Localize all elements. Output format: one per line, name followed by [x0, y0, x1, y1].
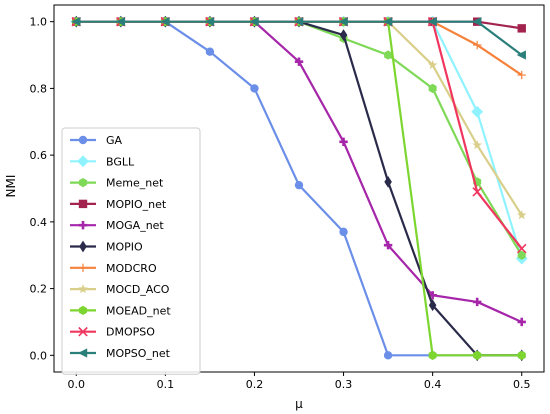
legend-label: Meme_net: [106, 177, 164, 190]
legend-marker: [77, 348, 88, 358]
x-tick-label: 0.2: [246, 378, 264, 391]
data-point: [115, 17, 126, 27]
data-point: [339, 137, 348, 146]
data-point: [160, 17, 170, 27]
x-axis: 0.0 0.1 0.2 0.3 0.4 0.5: [68, 372, 531, 391]
data-point: [339, 29, 348, 41]
legend-marker: [78, 177, 88, 188]
data-point: [517, 317, 526, 327]
legend-item: DMOPSO: [70, 326, 155, 339]
legend-label: MODCRO: [106, 262, 157, 275]
legend-item: Meme_net: [70, 177, 164, 190]
plot-area: [53, 4, 545, 373]
data-point: [384, 175, 392, 188]
data-point: [471, 105, 484, 118]
x-tick-label: 0.0: [68, 378, 86, 391]
legend-marker: [77, 155, 89, 168]
legend-label: MOPIO: [106, 241, 143, 254]
legend-item: MOGA_net: [70, 219, 164, 232]
plot-frame: [53, 4, 545, 373]
x-tick-label: 0.5: [513, 378, 531, 391]
data-point: [517, 70, 526, 80]
data-point: [383, 241, 393, 250]
legend-item: MOCD_ACO: [70, 283, 170, 296]
data-point: [473, 350, 482, 360]
y-tick-label: 0.0: [30, 349, 48, 362]
data-point: [293, 17, 304, 27]
data-point: [249, 17, 259, 27]
data-point: [427, 60, 438, 70]
x-tick-label: 0.3: [335, 378, 353, 391]
legend-box: [61, 127, 201, 375]
x-axis-label: μ: [295, 397, 303, 411]
y-axis-label: NMI: [4, 175, 18, 198]
legend-marker: [78, 263, 88, 272]
y-tick-label: 0.8: [30, 82, 48, 95]
legend-marker: [78, 284, 88, 294]
series-mopso-net: [71, 17, 526, 60]
data-point: [517, 250, 526, 260]
data-point: [517, 24, 526, 33]
legend-label: MOPIO_net: [106, 198, 167, 211]
data-point: [428, 350, 437, 360]
data-point: [516, 50, 526, 60]
legend-label: MOEAD_net: [106, 304, 171, 317]
y-tick-label: 0.2: [30, 283, 48, 296]
legend-marker: [79, 240, 87, 253]
legend-item: GA: [70, 134, 123, 147]
legend-marker: [78, 135, 88, 145]
legend-label: MOGA_net: [106, 219, 164, 232]
data-point: [338, 17, 348, 27]
legend-marker: [78, 326, 88, 337]
data-point: [294, 57, 304, 66]
legend-item: MOPIO_net: [70, 198, 167, 211]
legend-label: DMOPSO: [106, 326, 155, 339]
data-point: [383, 351, 393, 360]
data-point: [472, 297, 482, 307]
data-point: [472, 40, 482, 50]
legend-item: MOEAD_net: [70, 304, 171, 317]
data-point: [71, 17, 81, 27]
y-axis: 0.0 0.2 0.4 0.6 0.8 1.0: [30, 16, 54, 362]
data-point: [427, 17, 437, 27]
data-point: [204, 17, 215, 27]
data-point: [250, 84, 259, 93]
x-tick-label: 0.4: [424, 378, 442, 391]
data-point: [428, 299, 437, 312]
data-point: [294, 180, 304, 190]
y-tick-label: 0.6: [30, 149, 48, 162]
legend-label: GA: [106, 134, 123, 147]
legend-item: MOPSO_net: [70, 347, 171, 360]
y-tick-label: 1.0: [30, 16, 48, 29]
data-point: [472, 140, 482, 150]
legend-marker: [78, 199, 88, 209]
legend-item: MODCRO: [70, 262, 157, 275]
legend: GA BGLL Meme_net MOPIO_net MOGA_net MOPIO MODC…: [61, 127, 201, 375]
legend-label: BGLL: [106, 155, 135, 168]
legend-item: BGLL: [70, 155, 135, 168]
legend-label: MOCD_ACO: [106, 283, 170, 296]
legend-item: MOPIO: [70, 241, 143, 254]
data-point: [516, 243, 527, 254]
data-point: [339, 227, 348, 237]
legend-marker: [78, 221, 88, 230]
data-point: [384, 50, 393, 60]
data-point: [472, 187, 482, 197]
data-point: [516, 210, 527, 220]
y-tick-label: 0.4: [30, 216, 48, 229]
data-point: [472, 17, 482, 27]
legend-marker: [78, 305, 88, 316]
data-point: [383, 17, 393, 27]
data-point: [428, 83, 437, 94]
legend-label: MOPSO_net: [106, 347, 171, 360]
data-point: [517, 350, 526, 360]
data-point: [205, 47, 215, 56]
x-tick-label: 0.1: [157, 378, 175, 391]
